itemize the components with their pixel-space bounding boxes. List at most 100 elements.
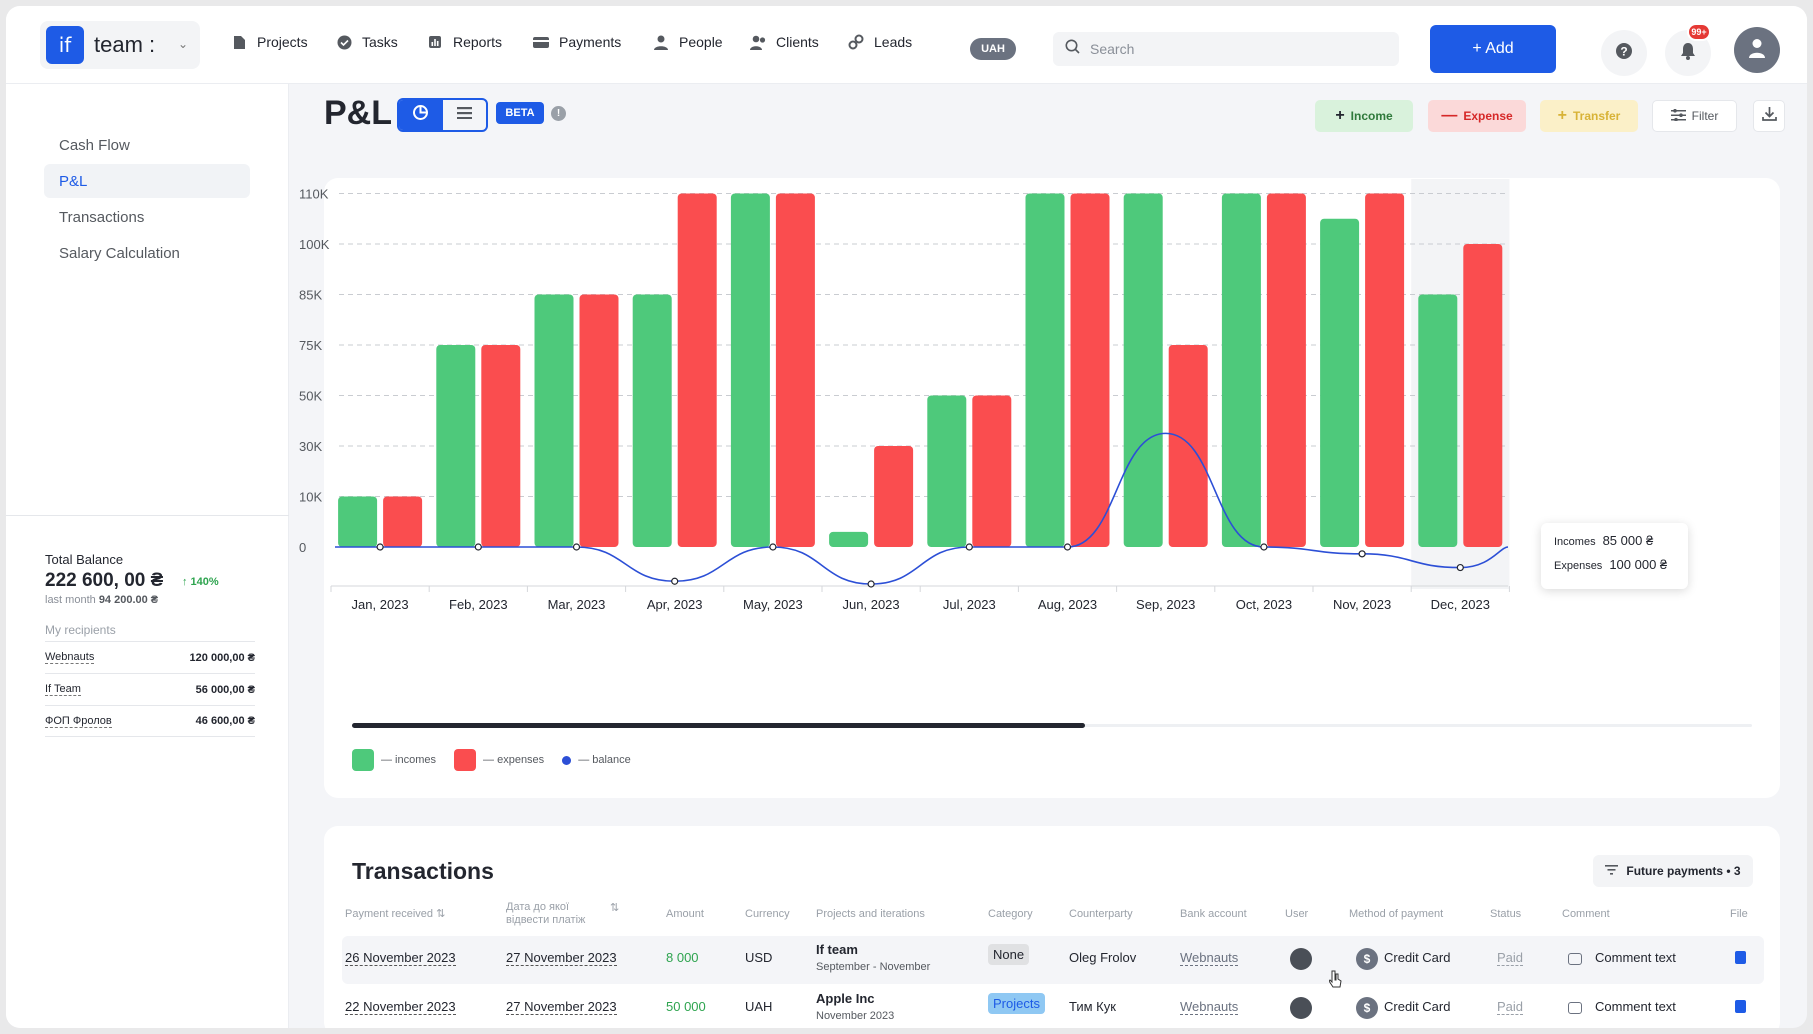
recipient-amount: 120 000,00 ₴ [189,651,255,664]
recipient-name[interactable]: Webnauts [45,651,95,664]
nav-label: People [679,34,723,50]
nav-label: Leads [874,34,913,50]
wallet-icon [533,34,549,50]
dollar-icon: $ [1356,948,1378,970]
category-badge[interactable]: Projects [988,993,1045,1014]
chart-legend: — incomes — expenses — balance [352,749,649,771]
comment: Comment text [1595,999,1676,1014]
pl-chart-card [324,178,1780,798]
project-name[interactable]: If team [816,942,858,957]
total-balance-value: 222 600, 00 ₴ [45,570,164,591]
recipient-row[interactable]: ФОП Фролов 46 600,00 ₴ [45,705,255,737]
chevron-down-icon: ⌄ [177,37,188,51]
column-label: Payment received [345,908,434,920]
beta-badge: BETA [496,102,544,124]
recipient-name[interactable]: If Team [45,683,81,696]
column-header[interactable]: Method of payment [1349,908,1444,920]
search-box[interactable] [1053,32,1399,66]
filter-button[interactable]: Filter [1652,100,1737,132]
recipient-row[interactable]: If Team 56 000,00 ₴ [45,673,255,705]
status[interactable]: Paid [1497,999,1524,1015]
y-tick-label: 30K [299,439,322,454]
currency: USD [745,950,773,965]
legend-incomes-swatch [352,749,374,771]
sidebar: Cash Flow P&L Transactions Salary Calcul… [6,84,289,1028]
user-avatar[interactable] [1290,997,1312,1019]
user-avatar[interactable] [1734,27,1780,73]
future-payments-button[interactable]: Future payments • 3 [1593,855,1753,887]
column-header[interactable]: Status [1490,908,1522,920]
column-header[interactable]: Category [988,908,1033,920]
bar-chart-icon [427,34,443,50]
filter-icon [1605,864,1619,878]
help-button[interactable]: ? [1601,30,1647,76]
bank-account[interactable]: Webnauts [1180,999,1239,1015]
legend-balance-label: — balance [578,754,631,766]
list-view-button[interactable] [443,100,487,130]
nav-payments[interactable]: Payments [533,34,621,50]
nav-projects[interactable]: Projects [231,34,308,50]
recipient-amount: 56 000,00 ₴ [195,683,255,696]
column-header[interactable]: Counterparty [1069,908,1133,920]
column-header[interactable]: Payment received ⇅ [345,908,445,921]
download-button[interactable] [1753,100,1785,132]
recipient-name[interactable]: ФОП Фролов [45,714,112,728]
chart-tooltip: Incomes 85 000 ₴ Expenses 100 000 ₴ [1541,523,1688,589]
column-header[interactable]: Currency [745,908,790,920]
nav-people[interactable]: People [653,34,723,50]
file-icon [231,34,247,50]
bell-icon [1680,42,1696,65]
sort-icon[interactable]: ⇅ [610,902,620,914]
legend-expenses-label: — expenses [483,754,545,766]
info-icon[interactable]: ! [551,106,566,121]
column-header[interactable]: Amount [666,908,704,920]
sidebar-item-transactions[interactable]: Transactions [59,208,145,226]
bank-account[interactable]: Webnauts [1180,950,1239,966]
y-tick-label: 50K [299,389,322,404]
currency-selector[interactable]: UAH [970,38,1016,60]
add-button[interactable]: + Add [1430,25,1556,73]
sidebar-item-pl[interactable]: P&L [44,164,250,198]
add-income-button[interactable]: + Income [1315,100,1413,132]
legend-balance[interactable]: — balance [562,754,631,766]
chart-scrollbar-thumb[interactable] [352,723,1085,728]
chart-view-button[interactable] [399,100,443,130]
column-header[interactable]: Bank account [1180,908,1247,920]
link-icon [848,34,864,50]
sidebar-item-salary-calculation[interactable]: Salary Calculation [59,244,180,262]
payment-received-date[interactable]: 26 November 2023 [345,950,456,966]
column-header[interactable]: Дата до якої відвести платіж [506,901,606,927]
due-date[interactable]: 27 November 2023 [506,950,617,966]
category-badge[interactable]: None [988,944,1030,965]
project-name[interactable]: Apple Inc [816,991,875,1006]
nav-leads[interactable]: Leads [848,34,912,50]
nav-label: Reports [453,34,503,50]
column-header[interactable]: Projects and iterations [816,908,925,920]
minus-icon: — [1441,107,1458,124]
recipient-row[interactable]: Webnauts 120 000,00 ₴ [45,641,255,673]
svg-text:?: ? [1620,44,1627,58]
payment-received-date[interactable]: 22 November 2023 [345,999,456,1015]
filter-label: Filter [1691,109,1719,123]
currency: UAH [745,999,773,1014]
nav-clients[interactable]: Clients [750,34,819,50]
add-transfer-button[interactable]: + Transfer [1540,100,1638,132]
file-icon[interactable] [1735,951,1746,964]
workspace-switcher[interactable]: if team : ⌄ [40,21,200,69]
file-icon[interactable] [1735,1000,1746,1013]
sidebar-item-cash-flow[interactable]: Cash Flow [59,136,130,154]
add-expense-button[interactable]: — Expense [1428,100,1526,132]
amount: 50 000 [666,999,706,1014]
due-date[interactable]: 27 November 2023 [506,999,617,1015]
nav-tasks[interactable]: Tasks [336,34,398,50]
legend-incomes[interactable]: — incomes [352,749,436,771]
table-row[interactable] [342,936,1764,984]
status[interactable]: Paid [1497,950,1524,966]
legend-expenses[interactable]: — expenses [454,749,544,771]
nav-reports[interactable]: Reports [427,34,502,50]
column-header[interactable]: File [1730,908,1748,920]
search-input[interactable] [1090,41,1390,57]
column-header[interactable]: Comment [1562,908,1610,920]
column-header[interactable]: User [1285,908,1309,920]
user-avatar[interactable] [1290,948,1312,970]
